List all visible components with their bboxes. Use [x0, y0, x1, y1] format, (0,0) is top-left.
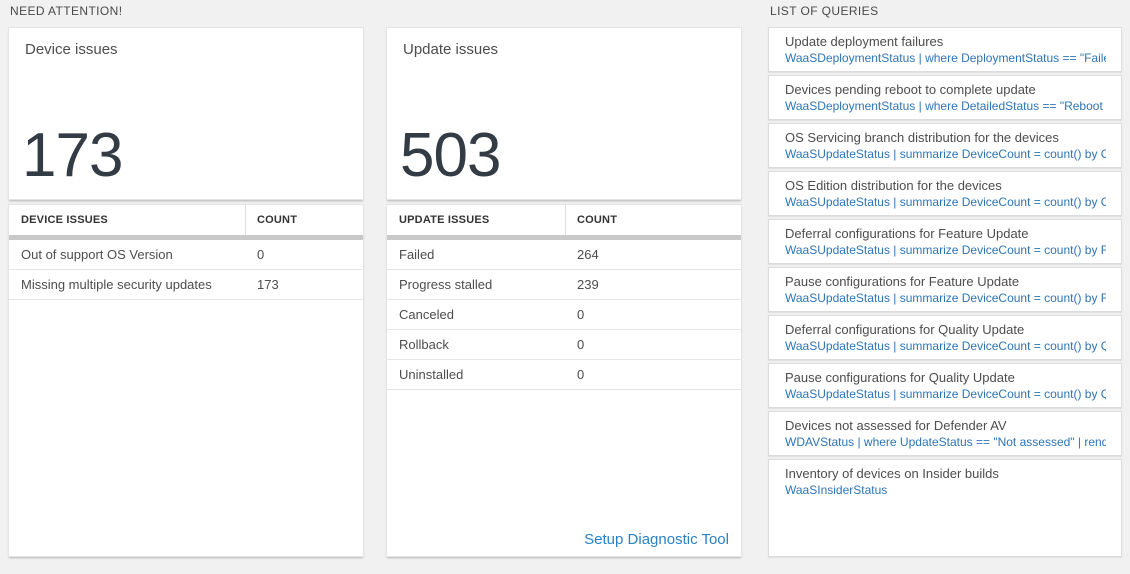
query-item[interactable]: OS Edition distribution for the devices … — [768, 171, 1122, 216]
need-attention-update-column: Update issues 503 UPDATE ISSUES COUNT Fa… — [386, 0, 742, 574]
query-title: Inventory of devices on Insider builds — [785, 466, 999, 481]
device-issues-total: 173 — [22, 121, 123, 190]
query-code: WaaSDeploymentStatus | where DetailedSta… — [785, 99, 1106, 113]
query-item[interactable]: Inventory of devices on Insider builds W… — [768, 459, 1122, 557]
issue-label: Canceled — [399, 307, 454, 322]
setup-diagnostic-tool-link[interactable]: Setup Diagnostic Tool — [584, 531, 729, 548]
query-item[interactable]: Pause configurations for Quality Update … — [768, 363, 1122, 408]
list-of-queries-heading: LIST OF QUERIES — [770, 4, 879, 18]
issue-count: 0 — [577, 337, 585, 352]
device-issue-row[interactable]: Out of support OS Version 0 — [9, 240, 363, 270]
update-issues-title: Update issues — [403, 41, 499, 58]
device-issues-column-header: DEVICE ISSUES — [9, 205, 246, 235]
query-item[interactable]: Pause configurations for Feature Update … — [768, 267, 1122, 312]
table-header-divider-bar — [9, 235, 363, 240]
count-column-header: COUNT — [257, 214, 298, 226]
device-issues-table-header: DEVICE ISSUES COUNT — [9, 205, 363, 235]
count-column-header: COUNT — [577, 214, 618, 226]
issue-label: Rollback — [399, 337, 449, 352]
query-item[interactable]: OS Servicing branch distribution for the… — [768, 123, 1122, 168]
update-issue-row[interactable]: Uninstalled 0 — [387, 360, 741, 390]
query-item[interactable]: Deferral configurations for Feature Upda… — [768, 219, 1122, 264]
query-code: WaaSUpdateStatus | summarize DeviceCount… — [785, 243, 1106, 257]
issue-count: 264 — [577, 247, 599, 262]
query-code: WaaSUpdateStatus | summarize DeviceCount… — [785, 291, 1106, 305]
query-code: WDAVStatus | where UpdateStatus == "Not … — [785, 435, 1106, 449]
update-issues-total: 503 — [400, 121, 501, 190]
issue-count: 0 — [577, 307, 585, 322]
update-issues-tile[interactable]: Update issues 503 — [386, 27, 742, 200]
update-issue-row[interactable]: Rollback 0 — [387, 330, 741, 360]
query-title: Devices not assessed for Defender AV — [785, 418, 1007, 433]
query-title: Pause configurations for Feature Update — [785, 274, 1020, 289]
issue-label: Uninstalled — [399, 367, 464, 382]
query-list: Update deployment failures WaaSDeploymen… — [768, 27, 1122, 557]
device-issue-row[interactable]: Missing multiple security updates 173 — [9, 270, 363, 300]
update-issues-table-body: Failed 264 Progress stalled 239 Canceled… — [387, 240, 741, 390]
issue-label: Failed — [399, 247, 435, 262]
update-issues-column-header: UPDATE ISSUES — [387, 205, 566, 235]
device-issues-tile[interactable]: Device issues 173 — [8, 27, 364, 200]
issue-count: 239 — [577, 277, 599, 292]
query-title: Deferral configurations for Quality Upda… — [785, 322, 1025, 337]
update-issue-row[interactable]: Failed 264 — [387, 240, 741, 270]
query-item[interactable]: Deferral configurations for Quality Upda… — [768, 315, 1122, 360]
issue-label: Missing multiple security updates — [21, 277, 212, 292]
update-issues-table-header: UPDATE ISSUES COUNT — [387, 205, 741, 235]
query-title: Devices pending reboot to complete updat… — [785, 82, 1036, 97]
query-code: WaaSUpdateStatus | summarize DeviceCount… — [785, 387, 1106, 401]
query-title: Update deployment failures — [785, 34, 944, 49]
query-item[interactable]: Devices pending reboot to complete updat… — [768, 75, 1122, 120]
query-item[interactable]: Update deployment failures WaaSDeploymen… — [768, 27, 1122, 72]
update-issues-table: UPDATE ISSUES COUNT Failed 264 Progress … — [386, 204, 742, 557]
update-issue-row[interactable]: Canceled 0 — [387, 300, 741, 330]
need-attention-device-column: NEED ATTENTION! Device issues 173 DEVICE… — [8, 0, 364, 574]
list-of-queries-column: LIST OF QUERIES Update deployment failur… — [768, 0, 1122, 574]
issue-count: 0 — [257, 247, 265, 262]
query-code: WaaSUpdateStatus | summarize DeviceCount… — [785, 195, 1106, 209]
query-code: WaaSUpdateStatus | summarize DeviceCount… — [785, 339, 1106, 353]
update-issue-row[interactable]: Progress stalled 239 — [387, 270, 741, 300]
query-code: WaaSUpdateStatus | summarize DeviceCount… — [785, 147, 1106, 161]
device-issues-table-body: Out of support OS Version 0 Missing mult… — [9, 240, 363, 300]
need-attention-heading: NEED ATTENTION! — [10, 4, 123, 18]
query-title: Pause configurations for Quality Update — [785, 370, 1015, 385]
issue-count: 0 — [577, 367, 585, 382]
query-item[interactable]: Devices not assessed for Defender AV WDA… — [768, 411, 1122, 456]
query-title: OS Edition distribution for the devices — [785, 178, 1002, 193]
device-issues-table: DEVICE ISSUES COUNT Out of support OS Ve… — [8, 204, 364, 557]
query-title: Deferral configurations for Feature Upda… — [785, 226, 1029, 241]
query-code: WaaSInsiderStatus — [785, 483, 888, 497]
table-header-divider-bar — [387, 235, 741, 240]
query-code: WaaSDeploymentStatus | where DeploymentS… — [785, 51, 1106, 65]
issue-label: Progress stalled — [399, 277, 493, 292]
query-title: OS Servicing branch distribution for the… — [785, 130, 1059, 145]
issue-count: 173 — [257, 277, 279, 292]
issue-label: Out of support OS Version — [21, 247, 173, 262]
device-issues-title: Device issues — [25, 41, 118, 58]
